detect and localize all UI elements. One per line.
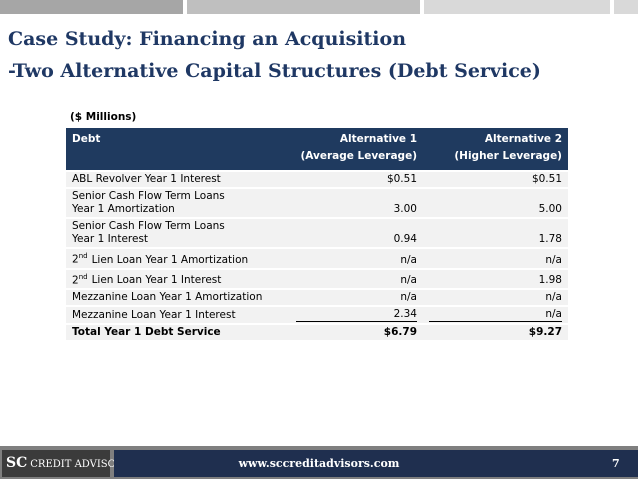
text-line: Mezzanine Loan Year 1 Amortization bbox=[72, 291, 263, 303]
value: n/a bbox=[545, 291, 562, 303]
cell-value: n/a bbox=[290, 267, 423, 289]
value: n/a bbox=[429, 308, 562, 322]
value: n/a bbox=[400, 274, 417, 286]
url: www.sccreditadvisors.com bbox=[238, 457, 400, 470]
value: n/a bbox=[400, 291, 417, 303]
value: 0.94 bbox=[393, 233, 417, 245]
units: ($ Millions) bbox=[70, 111, 137, 123]
ordinal-suffix: nd bbox=[78, 252, 88, 260]
cell-value: $6.79 bbox=[290, 323, 423, 340]
text-line: Debt bbox=[72, 133, 101, 145]
text-line: Alternative 2 bbox=[484, 133, 562, 145]
logo: SC CREDIT ADVISORS bbox=[2, 450, 130, 477]
text-line: Mezzanine Loan Year 1 Interest bbox=[72, 308, 236, 321]
table-row: 2nd Lien Loan Year 1 Interest n/a 1.98 bbox=[66, 267, 568, 289]
row-label: Senior Cash Flow Term Loans Year 1 Intere… bbox=[66, 217, 290, 248]
text-line: Alternative 1 bbox=[339, 133, 417, 145]
row-label: Total Year 1 Debt Service bbox=[66, 323, 290, 340]
label-text: Lien Loan Year 1 Interest bbox=[91, 274, 222, 286]
value: $6.79 bbox=[383, 326, 417, 338]
text-line: Total Year 1 Debt Service bbox=[72, 326, 221, 338]
text-line: (Average Leverage) bbox=[300, 150, 417, 162]
cell-value: 1.78 bbox=[423, 217, 568, 248]
top-bar bbox=[614, 0, 638, 14]
value: $0.51 bbox=[386, 173, 417, 185]
debt-table: Debt Alternative 1 (Average Leverage) Alter… bbox=[66, 128, 568, 340]
row-label: 2nd Lien Loan Year 1 Amortization bbox=[66, 247, 290, 269]
table-row: ABL Revolver Year 1 Interest $0.51 $0.51 bbox=[66, 170, 568, 188]
cell-value: $9.27 bbox=[423, 323, 568, 340]
column-header: Debt bbox=[66, 128, 290, 171]
row-label: Mezzanine Loan Year 1 Amortization bbox=[66, 288, 290, 306]
cell-value: $0.51 bbox=[290, 170, 423, 188]
text-line: Year 1 Amortization bbox=[72, 203, 175, 215]
cell-value: 5.00 bbox=[423, 187, 568, 218]
column-header: Alternative 1 (Average Leverage) bbox=[290, 128, 423, 171]
footer-band bbox=[114, 450, 638, 477]
ordinal: 2 bbox=[72, 253, 79, 266]
table-row: Mezzanine Loan Year 1 Interest 2.34 n/a bbox=[66, 305, 568, 324]
cell-value: $0.51 bbox=[423, 170, 568, 188]
column-header: Alternative 2 (Higher Leverage) bbox=[423, 128, 568, 171]
cell-value: 1.98 bbox=[423, 267, 568, 289]
cell-value: 3.00 bbox=[290, 187, 423, 218]
ordinal: 2 bbox=[72, 274, 79, 286]
logo-mark: SC bbox=[6, 455, 28, 471]
table-row: Total Year 1 Debt Service $6.79 $9.27 bbox=[66, 323, 568, 340]
cell-value: n/a bbox=[423, 305, 568, 324]
value: n/a bbox=[545, 253, 562, 266]
logo-text: CREDIT ADVISORS bbox=[30, 459, 131, 470]
text-line: Year 1 Interest bbox=[72, 233, 149, 245]
value: $9.27 bbox=[528, 326, 562, 338]
cell-value: n/a bbox=[290, 247, 423, 269]
table-row: Senior Cash Flow Term Loans Year 1 Intere… bbox=[66, 217, 568, 248]
cell-value: 2.34 bbox=[290, 305, 423, 324]
cell-value: n/a bbox=[290, 288, 423, 306]
value: 1.78 bbox=[538, 233, 562, 245]
table-row: 2nd Lien Loan Year 1 Amortization n/a n/a bbox=[66, 247, 568, 269]
ordinal-suffix: nd bbox=[78, 272, 88, 281]
table-row: Mezzanine Loan Year 1 Amortization n/a n/a bbox=[66, 288, 568, 306]
text-line: ABL Revolver Year 1 Interest bbox=[72, 173, 221, 185]
text-line: Senior Cash Flow Term Loans bbox=[72, 220, 225, 232]
value: n/a bbox=[400, 253, 417, 266]
value: $0.51 bbox=[531, 173, 562, 185]
row-label: Senior Cash Flow Term Loans Year 1 Amorti… bbox=[66, 187, 290, 218]
top-bar bbox=[187, 0, 420, 14]
label-text: Lien Loan Year 1 Amortization bbox=[91, 253, 249, 266]
top-bar bbox=[424, 0, 610, 14]
page-number: 7 bbox=[612, 457, 620, 470]
table-row: Senior Cash Flow Term Loans Year 1 Amorti… bbox=[66, 187, 568, 218]
value: 1.98 bbox=[538, 274, 562, 286]
title: Case Study: Financing an Acquisition bbox=[8, 28, 407, 50]
cell-value: n/a bbox=[423, 247, 568, 269]
cell-value: 0.94 bbox=[290, 217, 423, 248]
value: 2.34 bbox=[296, 308, 417, 322]
value: 5.00 bbox=[538, 203, 562, 215]
row-label: ABL Revolver Year 1 Interest bbox=[66, 170, 290, 188]
value: 3.00 bbox=[393, 203, 417, 215]
row-label: Mezzanine Loan Year 1 Interest bbox=[66, 305, 290, 324]
text-line: (Higher Leverage) bbox=[454, 150, 562, 162]
cell-value: n/a bbox=[423, 288, 568, 306]
text-line: Senior Cash Flow Term Loans bbox=[72, 190, 225, 202]
row-label: 2nd Lien Loan Year 1 Interest bbox=[66, 267, 290, 289]
top-bar bbox=[0, 0, 183, 14]
subtitle: -Two Alternative Capital Structures (Deb… bbox=[8, 60, 541, 82]
